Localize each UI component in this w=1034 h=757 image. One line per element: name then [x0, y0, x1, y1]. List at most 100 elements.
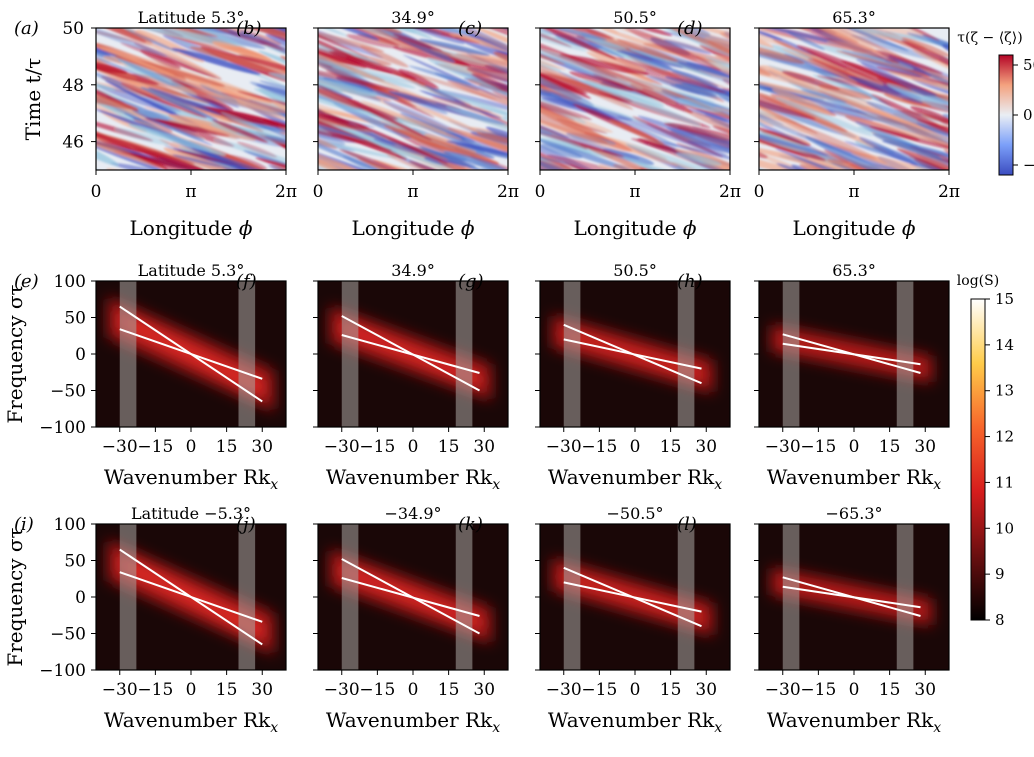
vorticity-streak [540, 106, 609, 145]
vorticity-streak [211, 171, 265, 196]
vorticity-streak [540, 151, 571, 165]
y-axis-label: Frequency στ [3, 527, 27, 666]
vorticity-field [318, 28, 508, 188]
vorticity-streak [413, 169, 477, 188]
vorticity-streak [318, 84, 399, 120]
vorticity-streak [199, 125, 238, 140]
panel-title: 65.3° [832, 261, 876, 280]
panel-title: 34.9° [391, 261, 435, 280]
vorticity-streak [184, 28, 247, 49]
x-tick-label: 15 [216, 437, 238, 457]
vorticity-streak [454, 28, 508, 64]
excluded-band [896, 524, 914, 670]
y-axis-label: Time t/τ [21, 58, 45, 141]
vorticity-streak [861, 170, 902, 188]
vorticity-field [96, 28, 286, 197]
panel-title: 50.5° [613, 8, 657, 27]
vorticity-streak [769, 169, 849, 170]
excluded-band [119, 524, 137, 670]
vorticity-streak [680, 103, 730, 130]
x-tick-label: 2π [719, 182, 741, 202]
x-tick-label: 30 [914, 437, 936, 457]
vorticity-streak [96, 88, 118, 111]
vorticity-streak [776, 163, 840, 170]
y-tick-label: 50 [62, 19, 84, 39]
vorticity-streak [414, 83, 456, 101]
vorticity-streak [213, 139, 286, 170]
y-tick-label: −50 [50, 382, 86, 402]
panel-c: (c) 50.5° 0 π 2π Longitude ϕ [458, 8, 741, 240]
colorbar-tick-label: 11 [995, 473, 1014, 491]
x-tick-label: 2π [497, 182, 519, 202]
vorticity-streak [398, 69, 440, 91]
vorticity-streak [96, 139, 134, 155]
vorticity-streak [540, 48, 644, 90]
panel-title: −50.5° [606, 504, 663, 523]
vorticity-streak [664, 122, 730, 144]
x-axis-label: Wavenumber Rkx [326, 708, 500, 736]
x-tick-label: −15 [137, 680, 173, 700]
vorticity-streak [318, 122, 393, 151]
vorticity-streak [382, 100, 476, 143]
x-axis-label-text: Wavenumber Rk [326, 708, 493, 732]
colorbar-tick-label: 9 [995, 565, 1005, 583]
x-axis-label-symbol: ϕ [232, 216, 252, 240]
vorticity-streak [616, 39, 678, 62]
vorticity-streak [540, 61, 614, 95]
vorticity-streak [318, 46, 367, 69]
vorticity-streak [403, 54, 503, 99]
vorticity-streak [156, 178, 211, 197]
vorticity-streak [703, 37, 730, 51]
vorticity-streak [759, 93, 785, 125]
vorticity-streak [759, 28, 775, 48]
vorticity-streak [558, 54, 649, 76]
vorticity-streak [147, 87, 222, 116]
vorticity-streak [96, 32, 150, 80]
vorticity-streak [96, 44, 175, 76]
vorticity-streak [887, 71, 949, 105]
vorticity-streak [541, 155, 648, 170]
vorticity-streak [649, 168, 711, 198]
x-axis-label-subscript: x [492, 720, 500, 736]
vorticity-streak [184, 76, 251, 101]
vorticity-streak [96, 139, 119, 166]
vorticity-streak [360, 100, 462, 140]
vorticity-streak [318, 78, 378, 97]
vorticity-streak [96, 143, 165, 169]
vorticity-streak [759, 88, 817, 120]
vorticity-streak [540, 42, 566, 71]
vorticity-streak [666, 127, 730, 156]
vorticity-streak [594, 67, 686, 99]
vorticity-streak [872, 133, 943, 160]
x-tick-label: −30 [765, 437, 801, 457]
vorticity-streak [695, 109, 730, 144]
x-tick-label: 15 [879, 437, 901, 457]
x-axis-label-text: Wavenumber Rk [548, 465, 715, 489]
vorticity-streak [901, 39, 949, 78]
vorticity-streak [759, 126, 829, 157]
vorticity-streak [828, 28, 909, 42]
vorticity-streak [759, 28, 795, 48]
vorticity-streak [540, 93, 592, 121]
x-tick-label: 30 [473, 680, 495, 700]
vorticity-streak [818, 86, 908, 124]
vorticity-streak [759, 95, 798, 124]
x-axis-label: Wavenumber Rkx [548, 708, 722, 736]
excluded-band [341, 524, 359, 670]
excluded-band [238, 281, 256, 427]
y-axis-label: Frequency στ [3, 284, 27, 423]
x-tick-label: −30 [102, 437, 138, 457]
vorticity-streak [318, 112, 370, 130]
vorticity-streak [540, 143, 583, 159]
vorticity-streak [629, 82, 677, 104]
vorticity-streak [911, 78, 949, 106]
vorticity-streak [408, 160, 495, 170]
vorticity-streak [217, 169, 286, 170]
panel-label: (d) [677, 18, 703, 39]
vorticity-streak [140, 86, 219, 121]
vorticity-streak [96, 28, 168, 57]
